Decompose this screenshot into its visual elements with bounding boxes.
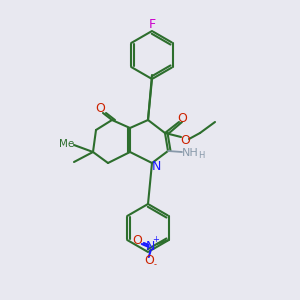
Text: O: O xyxy=(180,134,190,146)
Text: N: N xyxy=(146,241,155,254)
Text: NH: NH xyxy=(182,148,198,158)
Text: O: O xyxy=(177,112,187,124)
Text: O: O xyxy=(95,101,105,115)
Text: -: - xyxy=(153,260,156,269)
Text: H: H xyxy=(198,152,204,160)
Text: O: O xyxy=(132,235,142,248)
Text: O: O xyxy=(144,254,154,268)
Text: F: F xyxy=(148,17,156,31)
Text: N: N xyxy=(151,160,161,173)
Text: +: + xyxy=(152,236,159,244)
Text: Me: Me xyxy=(59,139,75,149)
